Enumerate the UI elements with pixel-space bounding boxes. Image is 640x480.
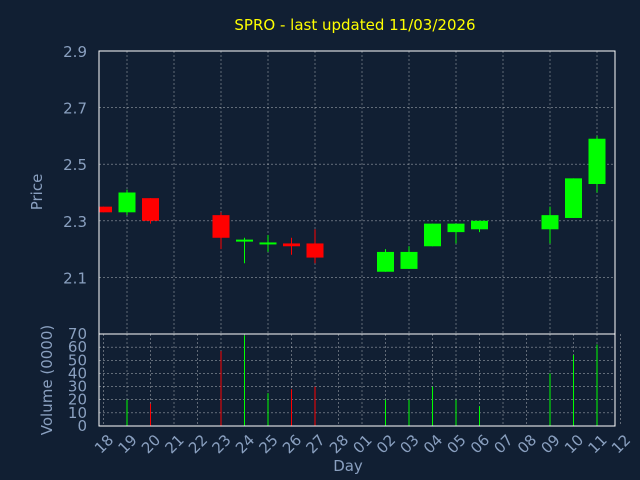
x-tick-label: 26 — [279, 431, 305, 457]
price-tick-label: 2.7 — [63, 100, 87, 118]
price-tick-label: 2.5 — [63, 156, 87, 174]
volume-tick-label: 0 — [77, 417, 87, 435]
volume-tick-label: 60 — [68, 338, 87, 356]
candle-body — [99, 206, 112, 213]
candle — [142, 198, 159, 224]
x-tick-label: 03 — [397, 431, 423, 457]
price-axis-label: Price — [28, 174, 46, 211]
candle-body — [283, 243, 300, 247]
candle-body — [424, 223, 441, 247]
candle — [377, 249, 394, 272]
candle-body — [142, 198, 159, 221]
x-tick-label: 06 — [467, 431, 493, 457]
x-tick-label: 24 — [232, 431, 258, 457]
candle — [447, 223, 465, 244]
volume-plot-frame — [98, 333, 616, 427]
x-tick-label: 22 — [185, 431, 211, 457]
candle-body — [259, 242, 277, 245]
volume-series — [126, 335, 598, 426]
x-tick-label: 04 — [420, 431, 446, 457]
volume-tick-label: 10 — [68, 404, 87, 422]
candle-body — [447, 223, 465, 233]
price-y-ticks: 2.9 2.7 2.5 2.3 2.1 — [63, 43, 87, 287]
volume-tick-label: 40 — [68, 364, 87, 382]
candle — [118, 189, 136, 216]
x-tick-label: 20 — [138, 431, 164, 457]
candle-body — [400, 251, 418, 269]
x-tick-label: 12 — [608, 431, 634, 457]
x-tick-label: 18 — [91, 431, 117, 457]
price-tick-label: 2.3 — [63, 213, 87, 231]
candle-body — [306, 243, 324, 258]
x-tick-label: 25 — [256, 431, 282, 457]
x-tick-label: 08 — [514, 431, 540, 457]
price-tick-label: 2.9 — [63, 43, 87, 61]
chart-title: SPRO - last updated 11/03/2026 — [234, 16, 475, 34]
candle — [99, 206, 112, 213]
x-tick-label: 19 — [115, 431, 141, 457]
candle — [306, 229, 324, 264]
x-tick-label: 01 — [350, 431, 376, 457]
candle — [259, 234, 277, 252]
candlestick-series — [99, 135, 606, 272]
candle — [471, 220, 488, 233]
x-tick-label: 09 — [538, 431, 564, 457]
x-tick-label: 05 — [444, 431, 470, 457]
x-tick-label: 21 — [162, 431, 188, 457]
candle — [283, 237, 300, 255]
volume-axis-label: Volume (0000) — [38, 325, 56, 435]
x-tick-label: 10 — [561, 431, 587, 457]
candle-body — [471, 220, 488, 230]
candle-body — [118, 192, 136, 213]
x-tick-label: 23 — [209, 431, 235, 457]
x-tick-label: 27 — [303, 431, 329, 457]
x-tick-label: 02 — [373, 431, 399, 457]
candle — [236, 237, 253, 264]
volume-tick-label: 70 — [68, 325, 87, 343]
candle — [588, 135, 606, 193]
candle-body — [565, 178, 582, 218]
candle — [565, 178, 582, 218]
x-tick-label: 11 — [585, 431, 611, 457]
candle-body — [236, 239, 253, 242]
volume-tick-label: 20 — [68, 391, 87, 409]
volume-tick-label: 50 — [68, 351, 87, 369]
x-ticks: 1819202122232425262728010203040506070809… — [91, 431, 634, 457]
price-plot-frame — [98, 50, 616, 335]
price-tick-label: 2.1 — [63, 269, 87, 287]
volume-tick-label: 30 — [68, 378, 87, 396]
candle-body — [588, 138, 606, 185]
candle — [400, 246, 418, 269]
candle — [212, 212, 230, 250]
candle — [541, 206, 559, 244]
x-tick-label: 07 — [491, 431, 517, 457]
grid-layer — [99, 50, 621, 427]
candle-body — [212, 215, 230, 238]
candle-body — [541, 215, 559, 230]
x-tick-label: 28 — [326, 431, 352, 457]
x-axis-label: Day — [333, 457, 363, 475]
candle-body — [377, 251, 394, 272]
candle — [424, 223, 441, 247]
